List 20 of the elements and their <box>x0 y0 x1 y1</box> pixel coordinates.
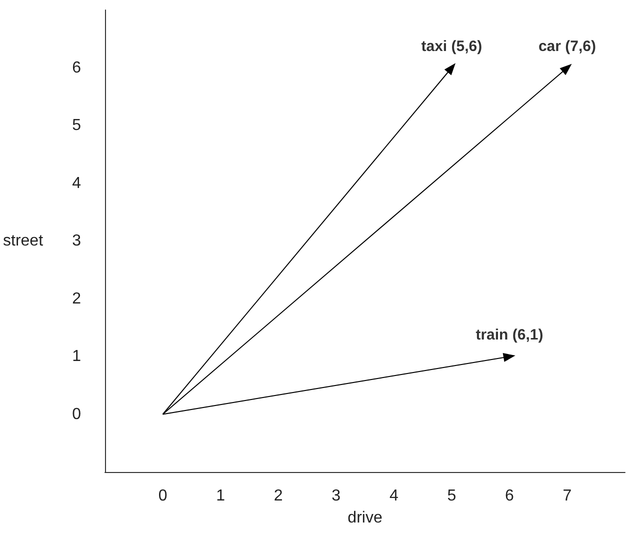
x-tick-label: 6 <box>504 488 514 504</box>
y-tick-label: 4 <box>72 174 82 192</box>
annotation: taxi (5,6) <box>421 38 482 55</box>
y-tick-label: 0 <box>72 406 82 423</box>
x-tick-label: 2 <box>274 488 283 504</box>
annotation: train (6,1) <box>476 326 544 344</box>
x-tick-label: 7 <box>562 488 572 504</box>
x-tick-label: 3 <box>332 488 341 504</box>
x-axis-title: drive <box>348 510 382 526</box>
y-axis-title: street <box>3 232 44 250</box>
y-tick-label: 2 <box>72 290 82 308</box>
y-tick-label: 1 <box>72 348 82 365</box>
x-tick-label: 5 <box>447 488 456 504</box>
x-tick-label: 4 <box>389 488 398 504</box>
y-tick-label: 5 <box>72 117 82 134</box>
x-tick-label: 0 <box>158 488 168 504</box>
x-tick-label: 1 <box>216 488 226 504</box>
annotation: car (7,6) <box>538 38 596 55</box>
y-tick-label: 3 <box>72 232 82 250</box>
y-tick-label: 6 <box>72 59 82 76</box>
